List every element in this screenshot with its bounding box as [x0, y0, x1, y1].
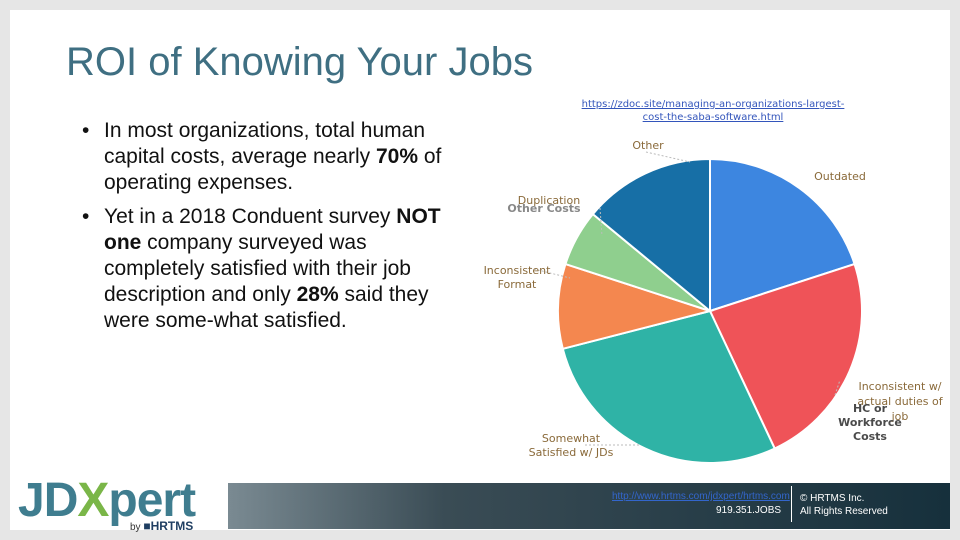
footer-phone: 919.351.JOBS: [716, 505, 782, 516]
footer-link[interactable]: http://www.hrtms.com/jdxpert/hrtms.com: [612, 491, 790, 502]
bullet-text: company surveyed was completely satisfie…: [104, 231, 411, 306]
bullet-text: Yet in a 2018 Conduent survey: [104, 205, 397, 228]
source-link[interactable]: https://zdoc.site/managing-an-organizati…: [582, 99, 845, 123]
leader-line: [645, 151, 691, 163]
slide-title: ROI of Knowing Your Jobs: [66, 40, 533, 84]
pie-slice-inconsistent-format: [557, 262, 714, 351]
bullet-dot: •: [82, 205, 90, 228]
bullet-bold-text: 28%: [296, 283, 339, 306]
bullet-text: said they were some-what satisfied.: [104, 283, 429, 332]
bullet-bold-text: NOT one: [104, 205, 441, 254]
bullet-text: In most organizations, total human capit…: [104, 119, 426, 168]
logo-wordmark: JDXpert: [18, 474, 196, 527]
pie-slice-inconsistent-w-actual-duties-of-job: [708, 262, 863, 450]
footer-copyright: © HRTMS Inc. All Rights Reserved: [800, 492, 888, 518]
label-inconsistent-format: Inconsistent Format: [484, 264, 552, 291]
footer-bar: [228, 483, 950, 529]
bullet-text: of operating expenses.: [104, 145, 442, 194]
leader-line: [599, 207, 603, 237]
bullet-item: • Yet in a 2018 Conduent survey NOT one …: [82, 204, 452, 334]
bullet-bold-text: 70%: [375, 145, 419, 168]
leader-line: [529, 267, 571, 279]
bullet-list: • In most organizations, total human cap…: [82, 118, 452, 342]
label-other: Other: [632, 139, 664, 152]
label-duplication: Duplication: [518, 194, 580, 207]
leader-line: [834, 379, 841, 396]
bullet-item: • In most organizations, total human cap…: [82, 118, 452, 196]
bullet-dot: •: [82, 119, 90, 142]
label-outdated: Outdated: [814, 170, 866, 183]
pie-slice-other: [591, 157, 711, 314]
label-inconsistent-duties: Inconsistent w/actual duties of job: [857, 380, 943, 423]
copyright-text: © HRTMS Inc.: [800, 493, 865, 504]
logo-byline: by ■HRTMS: [130, 519, 194, 533]
rights-text: All Rights Reserved: [800, 506, 888, 517]
label-other-costs: Other Costs: [507, 202, 581, 215]
jdxpert-logo: JDXpert by ■HRTMS: [18, 474, 196, 534]
label-somewhat-satisfied: Somewhat Satisfied w/ JDs: [529, 432, 614, 459]
pie-slice-somewhat-satisfied-w-jds: [561, 309, 777, 464]
label-hc-workforce-costs: HC or Workforce Costs: [838, 402, 902, 443]
pie-slice-outdated: [709, 157, 856, 313]
footer-divider: [791, 486, 792, 522]
